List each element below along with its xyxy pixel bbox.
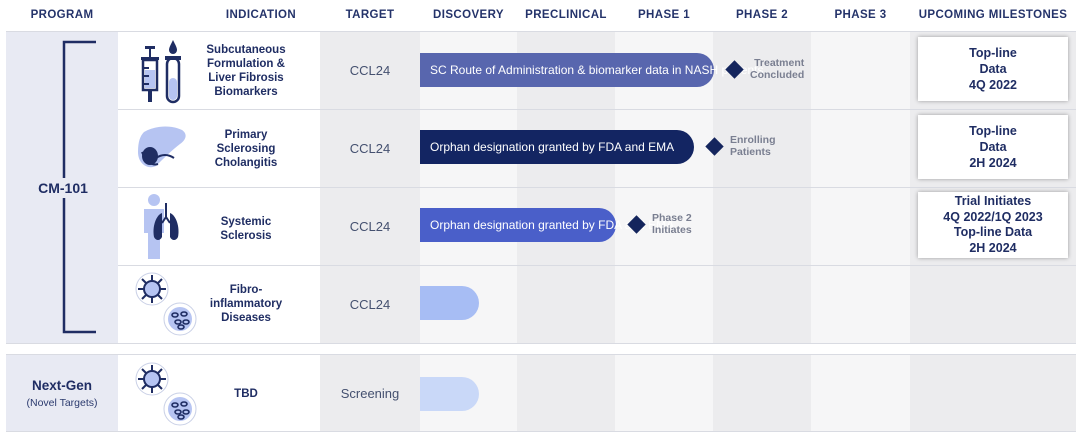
header-indication: INDICATION [225,9,297,21]
header-preclinical: PRECLINICAL [525,9,607,21]
header-program: PROGRAM [30,9,94,21]
target-column-nextgen [320,354,420,431]
progress-bar-sc-formulation: SC Route of Administration & biomarker d… [420,53,764,87]
indication-psc: Primary Sclerosing Cholangitis [214,129,278,169]
progress-bar-tbd [420,377,479,411]
row-divider [6,354,1076,355]
status-text: Enrolling Patients [730,134,776,158]
progress-bar-fibro-inflammatory [420,286,479,320]
header-milestones: UPCOMING MILESTONES [918,9,1068,21]
target-value: CCL24 [349,297,391,312]
status-text: Phase 2 Initiates [652,212,692,236]
milestone-box: Trial Initiates 4Q 2022/1Q 2023 Top-line… [918,192,1068,258]
row-divider [118,187,1076,188]
progress-bar-systemic-sclerosis: Orphan designation granted by FDA and EM… [420,208,674,242]
cells-icon [135,272,197,336]
liver-icon [138,126,186,168]
program-cm101: CM-101 [20,178,106,198]
header-discovery: DISCOVERY [433,9,504,21]
row-divider [6,431,1076,432]
phase2-column-nextgen [713,354,811,431]
milestone-box: Top-line Data 4Q 2022 [918,37,1068,101]
syringe-vial-icon [141,40,181,104]
header-phase1: PHASE 1 [637,9,690,21]
indication-systemic-sclerosis: Systemic Sclerosis [220,216,272,242]
milestones-column-nextgen [910,354,1076,431]
progress-bar-psc: Orphan designation granted by FDA and EM… [420,130,694,164]
indication-tbd: TBD [234,388,258,400]
row-divider [118,109,1076,110]
phase1-column-nextgen [615,354,713,431]
cells-icon [135,362,197,426]
milestone-box: Top-line Data 2H 2024 [918,115,1068,179]
indication-fibro-inflammatory: Fibro- inflammatory Diseases [209,284,283,324]
program-nextgen-sub: (Novel Targets) [26,397,98,409]
row-divider [6,343,1076,344]
header-phase3: PHASE 3 [834,9,887,21]
target-value: Screening [340,386,400,401]
body-lungs-icon [144,194,179,259]
preclinical-column-nextgen [517,354,615,431]
status-text: Treatment Concluded [750,57,805,81]
phase3-column-nextgen [811,354,910,431]
program-nextgen: Next-Gen [31,378,92,393]
program-column-nextgen [6,354,118,431]
row-divider [6,31,1076,32]
header-phase2: PHASE 2 [735,9,788,21]
target-value: CCL24 [349,63,391,78]
target-value: CCL24 [349,141,391,156]
row-divider [118,265,1076,266]
target-value: CCL24 [349,219,391,234]
header-target: TARGET [345,9,395,21]
indication-sc-formulation: Subcutaneous Formulation & Liver Fibrosi… [206,44,286,98]
